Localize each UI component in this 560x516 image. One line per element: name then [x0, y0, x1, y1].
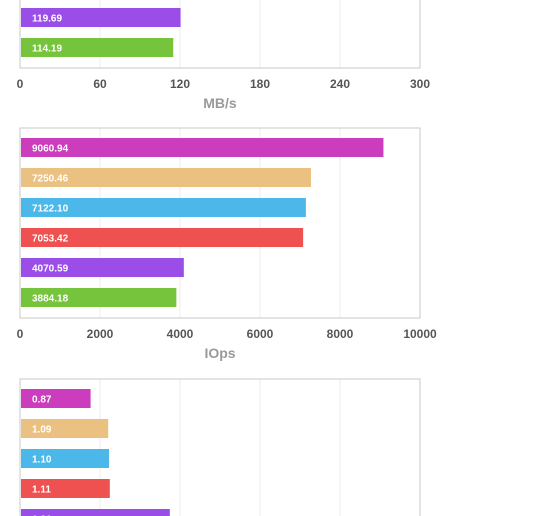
- x-tick-label: 180: [250, 77, 270, 91]
- x-tick-label: 240: [330, 77, 350, 91]
- bar-value-label: 114.19: [32, 44, 62, 55]
- x-tick-label: 0: [17, 327, 24, 341]
- bar-group: 1.11: [21, 479, 110, 498]
- x-tick-label: 120: [170, 77, 190, 91]
- bar: [21, 228, 304, 247]
- plot-frame: [19, 378, 421, 516]
- x-tick-label: 4000: [167, 327, 194, 341]
- bar-group: 0.87: [21, 389, 91, 408]
- bar: [21, 509, 170, 516]
- plot-frame: [19, 127, 421, 319]
- x-tick-label: 60: [93, 77, 107, 91]
- bar-value-label: 9060.94: [32, 144, 69, 155]
- bar-value-label: 1.10: [32, 455, 52, 466]
- x-tick-label: 300: [410, 77, 430, 91]
- bar-value-label: 7122.10: [32, 204, 69, 215]
- bar: [21, 389, 91, 408]
- bar-value-label: 4070.59: [32, 264, 69, 275]
- bar: [21, 38, 174, 57]
- x-tick-label: 8000: [327, 327, 354, 341]
- chart-2: 9060.94 7250.46 7122.10 7053.42 4070.59 3884.…: [17, 127, 437, 361]
- bar-group: 9060.94: [21, 138, 384, 157]
- bar-group: 4070.59: [21, 258, 184, 277]
- bar: [21, 449, 109, 468]
- chart-3: 0.87 1.09 1.10 1.11 1.86: [19, 378, 421, 516]
- bar: [21, 479, 110, 498]
- bar-group: 7053.42: [21, 228, 304, 247]
- bar-value-label: 1.86: [32, 515, 52, 516]
- bar-group: 1.86: [21, 509, 170, 516]
- chart-1: 119.69 114.19 0 60 120 180 240 300 MB/s: [17, 0, 430, 111]
- x-axis-title: MB/s: [203, 95, 237, 111]
- bar-group: 3884.18: [21, 288, 177, 307]
- bar-value-label: 119.69: [32, 14, 62, 25]
- bar: [21, 258, 184, 277]
- bar-group: 7250.46: [21, 168, 312, 187]
- bar-value-label: 7053.42: [32, 234, 69, 245]
- x-tick-label: 2000: [87, 327, 114, 341]
- bar-value-label: 1.11: [32, 485, 51, 496]
- bar-group: 7122.10: [21, 198, 306, 217]
- bar-value-label: 7250.46: [32, 174, 69, 185]
- bar: [21, 168, 312, 187]
- plot-frame: [19, 0, 421, 69]
- bar-value-label: 3884.18: [32, 294, 69, 305]
- bar-value-label: 1.09: [32, 425, 52, 436]
- bar-group: 119.69: [21, 8, 181, 27]
- x-tick-label: 6000: [247, 327, 274, 341]
- x-tick-label: 10000: [403, 327, 437, 341]
- bar: [21, 138, 384, 157]
- bar-group: 1.10: [21, 449, 109, 468]
- bar: [21, 288, 177, 307]
- bar-group: 1.09: [21, 419, 109, 438]
- x-tick-label: 0: [17, 77, 24, 91]
- bar-value-label: 0.87: [32, 395, 52, 406]
- x-axis-title: IOps: [204, 345, 235, 361]
- bar-group: 114.19: [21, 38, 174, 57]
- bar: [21, 419, 109, 438]
- bar: [21, 8, 181, 27]
- bar: [21, 198, 306, 217]
